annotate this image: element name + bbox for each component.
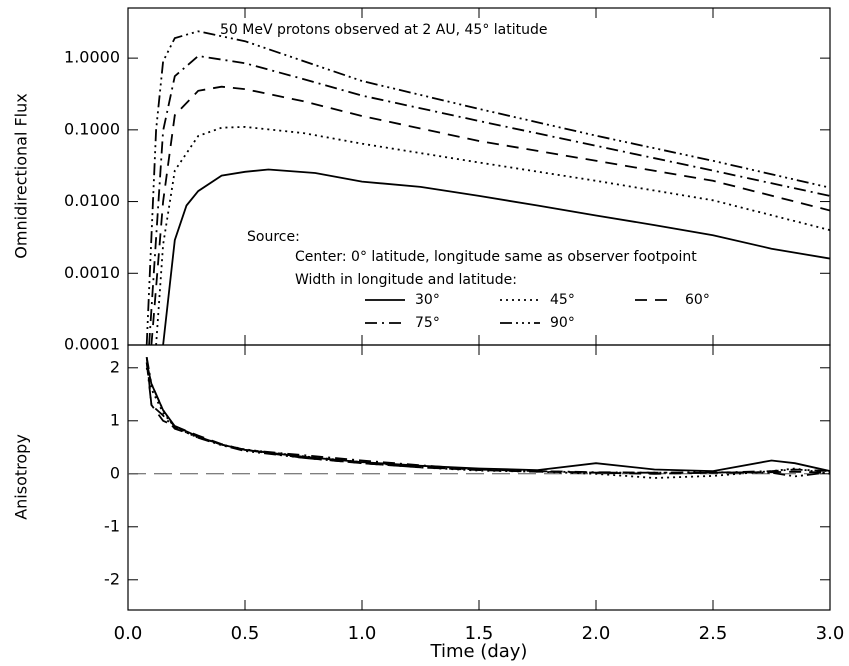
y-axis-label: Omnidirectional Flux xyxy=(12,93,31,258)
data-line xyxy=(162,168,830,345)
data-line xyxy=(145,362,830,474)
y-tick-label: 0 xyxy=(110,463,120,482)
legend-label: 30° xyxy=(415,292,440,308)
y-tick-label: 1.0000 xyxy=(64,48,120,67)
x-tick-label: 1.5 xyxy=(465,623,494,644)
legend-label: 75° xyxy=(415,315,440,331)
annotation: Width in longitude and latitude: xyxy=(295,272,517,288)
x-tick-label: 1.0 xyxy=(348,623,377,644)
y-tick-label: -1 xyxy=(104,516,120,535)
plot-frame xyxy=(127,344,831,611)
legend-label: 60° xyxy=(685,292,710,308)
legend-label: 90° xyxy=(550,315,575,331)
data-line xyxy=(150,85,830,345)
data-line xyxy=(145,357,830,475)
annotation: Center: 0° latitude, longitude same as o… xyxy=(295,249,697,265)
data-line xyxy=(145,357,830,478)
y-tick-label: 0.0010 xyxy=(64,263,120,282)
annotation: Source: xyxy=(247,229,300,245)
y-axis-label: Anisotropy xyxy=(12,434,31,520)
x-tick-label: 2.0 xyxy=(582,623,611,644)
x-tick-label: 2.5 xyxy=(699,623,728,644)
legend-label: 45° xyxy=(550,292,575,308)
data-line xyxy=(145,367,830,479)
y-tick-label: 0.0001 xyxy=(64,335,120,354)
y-tick-label: -2 xyxy=(104,569,120,588)
x-axis-label: Time (day) xyxy=(430,641,528,662)
x-tick-label: 0.0 xyxy=(114,623,143,644)
chart-title: 50 MeV protons observed at 2 AU, 45° lat… xyxy=(220,22,547,38)
plot-frame xyxy=(127,7,831,346)
data-line xyxy=(155,125,830,345)
x-tick-label: 3.0 xyxy=(816,623,845,644)
y-tick-label: 1 xyxy=(110,410,120,429)
y-tick-label: 0.0100 xyxy=(64,191,120,210)
y-tick-label: 0.1000 xyxy=(64,119,120,138)
x-tick-label: 0.5 xyxy=(231,623,260,644)
data-line xyxy=(145,30,830,345)
data-line xyxy=(145,362,830,473)
y-tick-label: 2 xyxy=(110,357,120,376)
data-line xyxy=(148,55,830,345)
